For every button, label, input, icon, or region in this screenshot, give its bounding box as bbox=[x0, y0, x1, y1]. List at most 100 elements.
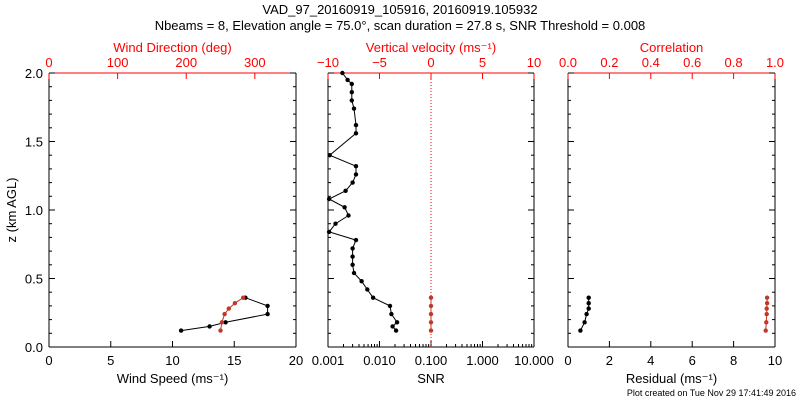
residual-xtick-label: 2 bbox=[606, 353, 613, 368]
snr-series-0-point bbox=[393, 328, 399, 333]
snr-series-0-point bbox=[333, 221, 338, 226]
wind-xtick-label: 15 bbox=[227, 353, 241, 368]
residual-xtick-label: 4 bbox=[647, 353, 654, 368]
snr-series-0-point bbox=[389, 311, 394, 317]
snr-series-1-point bbox=[428, 295, 434, 300]
snr-series-0-point bbox=[350, 246, 355, 251]
snr-series-0-point bbox=[350, 180, 355, 185]
snr-series-0-point bbox=[365, 287, 370, 292]
wind-ylabel: z (km AGL) bbox=[4, 177, 19, 242]
snr-series-0-point bbox=[327, 153, 332, 158]
residual-top-label: Correlation bbox=[640, 40, 704, 55]
snr-series-0-point bbox=[390, 324, 395, 329]
wind-top-tick-label: 0 bbox=[45, 55, 52, 70]
residual-top-tick-label: 0.2 bbox=[600, 55, 618, 70]
wind-series-1-point bbox=[222, 311, 227, 317]
residual-series-1-point bbox=[764, 306, 769, 311]
wind-ytick-label: 0.0 bbox=[25, 340, 43, 355]
snr-series-0-point bbox=[359, 279, 364, 284]
snr-series-0-point bbox=[343, 188, 348, 193]
snr-top-tick-label: 10 bbox=[527, 55, 541, 70]
plot-credit: Plot created on Tue Nov 29 17:41:49 2016 bbox=[626, 388, 796, 398]
snr-series-0-point bbox=[351, 270, 357, 276]
snr-top-tick-label: 0 bbox=[427, 55, 434, 70]
wind-ytick-label: 2.0 bbox=[25, 66, 43, 81]
snr-series-0-point bbox=[345, 77, 350, 83]
snr-series-0-point bbox=[349, 98, 354, 103]
residual-top-tick-label: 0.6 bbox=[683, 55, 701, 70]
snr-series-0-point bbox=[351, 106, 357, 111]
wind-top-label: Wind Direction (deg) bbox=[113, 40, 232, 55]
wind-series-0-point bbox=[178, 328, 184, 333]
snr-series-0-point bbox=[346, 213, 351, 218]
wind-series-0-point bbox=[265, 303, 270, 309]
snr-series-0-point bbox=[353, 237, 359, 243]
snr-xtick-label: 0.100 bbox=[415, 353, 448, 368]
snr-series-1-point bbox=[428, 328, 434, 333]
snr-series-0-point bbox=[370, 295, 376, 300]
snr-xtick-label: 0.001 bbox=[312, 353, 345, 368]
wind-series-1-point bbox=[241, 295, 246, 300]
chart-subtitle: Nbeams = 8, Elevation angle = 75.0°, sca… bbox=[154, 18, 646, 33]
wind-series-0-point bbox=[265, 311, 270, 317]
wind-series-1-point bbox=[232, 301, 238, 306]
residual-xtick-label: 10 bbox=[768, 353, 782, 368]
residual-series-1-point bbox=[764, 301, 770, 306]
snr-xlabel: SNR bbox=[417, 371, 444, 386]
wind-ytick-label: 0.5 bbox=[25, 272, 43, 287]
residual-series-0-point bbox=[584, 311, 589, 317]
snr-top-tick-label: −5 bbox=[372, 55, 387, 70]
wind-series-0-point bbox=[207, 324, 212, 329]
wind-ytick-label: 1.5 bbox=[25, 135, 43, 150]
residual-series-0-point bbox=[582, 320, 587, 325]
residual-series-0-point bbox=[586, 295, 591, 300]
snr-series-1-point bbox=[428, 303, 434, 309]
snr-series-0-point bbox=[394, 320, 400, 325]
snr-xtick-label: 0.010 bbox=[363, 353, 396, 368]
snr-top-label: Vertical velocity (ms⁻¹) bbox=[366, 40, 496, 55]
snr-xtick-label: 1.000 bbox=[466, 353, 499, 368]
snr-series-0-point bbox=[353, 122, 359, 128]
wind-series-0-line bbox=[181, 297, 269, 332]
snr-series-0-point bbox=[353, 172, 359, 177]
residual-top-tick-label: 1.0 bbox=[766, 55, 784, 70]
snr-series-0-point bbox=[326, 196, 332, 202]
wind-xtick-label: 5 bbox=[107, 353, 114, 368]
wind-series-1-point bbox=[219, 320, 225, 325]
snr-series-0-point bbox=[350, 262, 355, 267]
snr-series-0-point bbox=[340, 70, 345, 76]
snr-series-0-point bbox=[353, 164, 359, 169]
wind-top-tick-label: 200 bbox=[175, 55, 197, 70]
residual-top-tick-label: 0.8 bbox=[725, 55, 743, 70]
snr-series-0-point bbox=[326, 229, 332, 235]
snr-series-0-point bbox=[387, 303, 393, 309]
snr-series-0-point bbox=[349, 90, 354, 95]
residual-xtick-label: 8 bbox=[730, 353, 737, 368]
wind-xtick-label: 0 bbox=[45, 353, 52, 368]
snr-series-1-point bbox=[428, 320, 434, 325]
residual-series-1-point bbox=[763, 328, 768, 333]
wind-series-0-point bbox=[223, 320, 228, 325]
snr-top-tick-label: −10 bbox=[317, 55, 339, 70]
snr-series-0-point bbox=[349, 81, 354, 87]
snr-series-0-line bbox=[328, 72, 398, 331]
snr-series-0-point bbox=[353, 131, 359, 136]
residual-top-tick-label: 0.0 bbox=[559, 55, 577, 70]
wind-xtick-label: 20 bbox=[289, 353, 303, 368]
residual-series-0-point bbox=[586, 301, 591, 306]
residual-series-1-point bbox=[764, 311, 769, 317]
residual-xlabel: Residual (ms⁻¹) bbox=[626, 371, 717, 386]
wind-series-1-point bbox=[226, 306, 231, 311]
wind-xtick-label: 10 bbox=[165, 353, 179, 368]
wind-ytick-label: 1.0 bbox=[25, 203, 43, 218]
snr-series-0-point bbox=[350, 254, 355, 259]
residual-series-1-point bbox=[764, 295, 770, 300]
wind-top-tick-label: 300 bbox=[244, 55, 266, 70]
wind-series-1-point bbox=[218, 328, 223, 333]
snr-xtick-label: 10.000 bbox=[514, 353, 554, 368]
residual-top-tick-label: 0.4 bbox=[642, 55, 660, 70]
residual-series-1-point bbox=[764, 320, 769, 325]
residual-xtick-label: 0 bbox=[564, 353, 571, 368]
chart-title: VAD_97_20160919_105916, 20160919.105932 bbox=[262, 2, 538, 17]
